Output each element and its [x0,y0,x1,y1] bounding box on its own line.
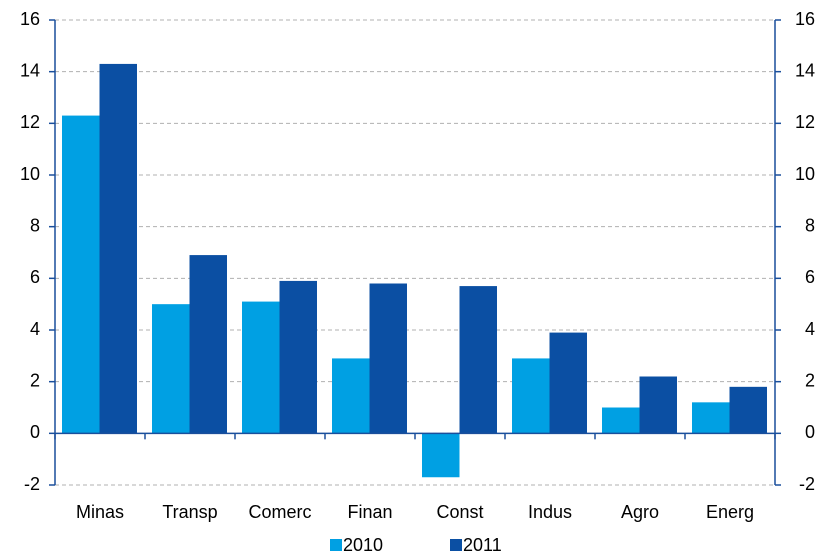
x-tick-label: Comerc [248,502,311,522]
x-tick-label: Finan [347,502,392,522]
x-tick-label: Energ [706,502,754,522]
bar [369,283,407,434]
y-tick-label: 0 [30,422,40,442]
legend-swatch [330,539,342,551]
bar [692,402,730,434]
x-tick-label: Indus [528,502,572,522]
y-tick-label: 2 [30,370,40,390]
x-tick-label: Agro [621,502,659,522]
bar [332,358,370,434]
y2-tick-label: 6 [805,267,815,287]
bar [62,115,100,434]
x-tick-label: Minas [76,502,124,522]
y-tick-label: 4 [30,319,40,339]
legend-label: 2011 [463,535,502,553]
bar [549,332,587,434]
y2-tick-label: 2 [805,370,815,390]
bar [512,358,550,434]
y-tick-label: 8 [30,215,40,235]
bar [729,386,767,434]
y-tick-label: 12 [20,112,40,132]
legend-label: 2010 [343,535,383,553]
bar [189,255,227,434]
bar [459,286,497,434]
y2-tick-label: 16 [795,9,815,29]
y2-tick-label: 14 [795,60,815,80]
y-tick-label: 6 [30,267,40,287]
bar [99,63,137,434]
y-tick-label: 16 [20,9,40,29]
bar [279,280,317,434]
y2-tick-label: 0 [805,422,815,442]
y2-tick-label: 10 [795,164,815,184]
y2-tick-label: 12 [795,112,815,132]
legend-swatch [450,539,462,551]
y2-tick-label: -2 [799,474,815,494]
y2-tick-label: 8 [805,215,815,235]
y2-tick-label: 4 [805,319,815,339]
bar [602,407,640,434]
x-tick-label: Const [436,502,483,522]
bar [242,301,280,434]
bar [639,376,677,434]
bar [422,433,460,478]
y-tick-label: 14 [20,60,40,80]
x-tick-label: Transp [162,502,217,522]
y-tick-label: 10 [20,164,40,184]
y-tick-label: -2 [24,474,40,494]
bar [152,304,190,434]
